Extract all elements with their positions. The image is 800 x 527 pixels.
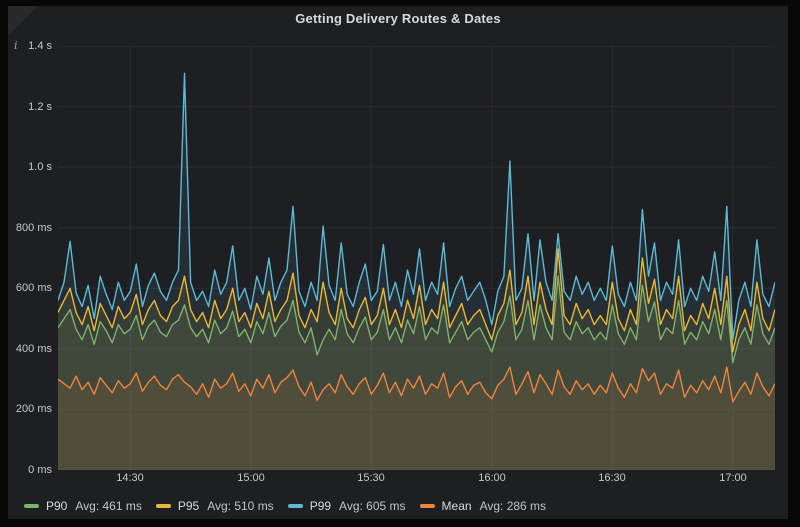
- graph-panel: i Getting Delivery Routes & Dates 0 ms 20…: [8, 6, 788, 519]
- legend-series-name: P90: [46, 499, 68, 513]
- chart-plot-area[interactable]: [58, 46, 775, 470]
- x-tick-label: 16:00: [478, 472, 506, 484]
- x-tick-label: 14:30: [116, 472, 144, 484]
- legend: P90 Avg: 461 ms P95 Avg: 510 ms P99 Avg: 605 …: [24, 497, 560, 515]
- legend-item-p95[interactable]: P95 Avg: 510 ms: [155, 499, 274, 513]
- legend-item-p99[interactable]: P99 Avg: 605 ms: [287, 499, 406, 513]
- x-tick-label: 16:30: [598, 472, 626, 484]
- x-tick-label: 15:00: [237, 472, 265, 484]
- x-tick-label: 17:00: [719, 472, 747, 484]
- legend-series-avg: Avg: 510 ms: [207, 499, 274, 513]
- panel-title[interactable]: Getting Delivery Routes & Dates: [295, 11, 501, 26]
- legend-series-name: P99: [309, 499, 332, 513]
- chart-svg[interactable]: [58, 46, 775, 470]
- y-tick-label: 400 ms: [15, 343, 52, 355]
- legend-item-mean[interactable]: Mean Avg: 286 ms: [419, 499, 547, 513]
- legend-swatch-icon: [287, 504, 303, 508]
- legend-swatch-icon: [419, 504, 435, 508]
- legend-swatch-icon: [24, 504, 39, 508]
- legend-series-name: P95: [177, 499, 200, 513]
- x-axis: 14:30 15:00 15:30 16:00 16:30 17:00: [58, 472, 775, 490]
- legend-series-name: Mean: [441, 499, 472, 513]
- y-tick-label: 1.2 s: [28, 101, 52, 113]
- y-tick-label: 800 ms: [15, 222, 52, 234]
- y-tick-label: 600 ms: [15, 282, 52, 294]
- series-line-P99[interactable]: [58, 72, 775, 341]
- legend-item-p90[interactable]: P90 Avg: 461 ms: [24, 499, 142, 513]
- series-line-Mean[interactable]: [58, 366, 775, 403]
- x-tick-label: 15:30: [357, 472, 385, 484]
- series-line-P95[interactable]: [58, 248, 775, 353]
- legend-swatch-icon: [155, 504, 171, 508]
- panel-info-corner[interactable]: i: [8, 6, 38, 52]
- y-tick-label: 200 ms: [15, 403, 52, 415]
- legend-series-avg: Avg: 605 ms: [339, 499, 406, 513]
- y-tick-label: 1.0 s: [28, 161, 52, 173]
- y-tick-label: 1.4 s: [28, 40, 52, 52]
- y-axis: 0 ms 200 ms 400 ms 600 ms 800 ms 1.0 s 1.2 s 1.…: [8, 40, 54, 476]
- legend-series-avg: Avg: 461 ms: [75, 499, 142, 513]
- legend-series-avg: Avg: 286 ms: [479, 499, 547, 513]
- series-area-P95: [58, 248, 775, 470]
- series-line-P90[interactable]: [58, 275, 775, 364]
- info-icon: i: [14, 39, 18, 52]
- series-area-P90: [58, 276, 775, 470]
- y-tick-label: 0 ms: [28, 464, 52, 476]
